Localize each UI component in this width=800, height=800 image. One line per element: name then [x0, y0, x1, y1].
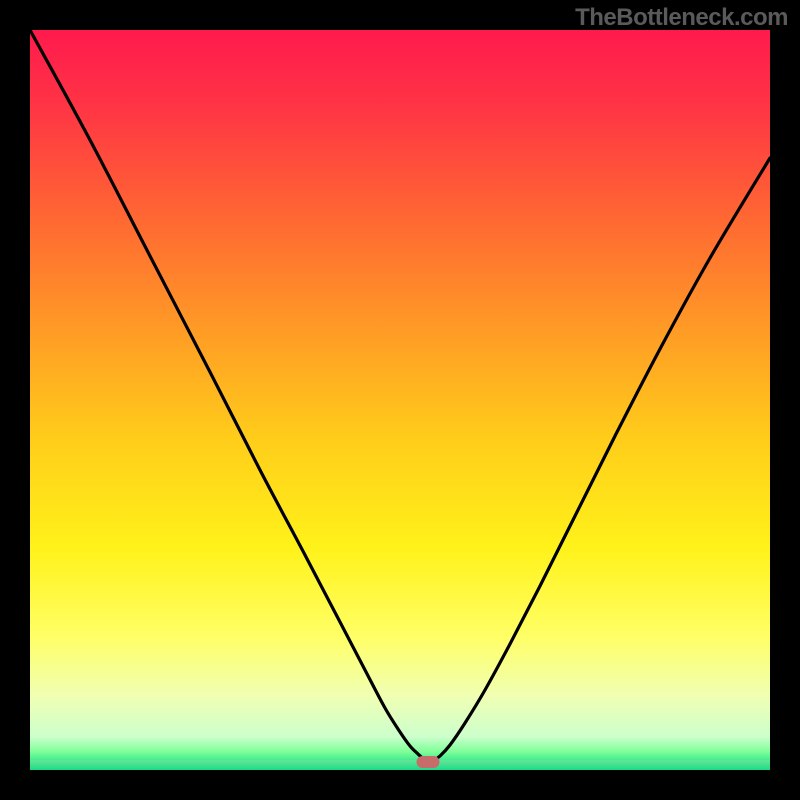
chart-frame: TheBottleneck.com	[0, 0, 800, 800]
optimum-marker	[417, 756, 440, 768]
curve-path	[30, 30, 770, 761]
bottleneck-curve	[30, 30, 770, 770]
plot-area	[30, 30, 770, 770]
watermark-text: TheBottleneck.com	[575, 4, 788, 32]
